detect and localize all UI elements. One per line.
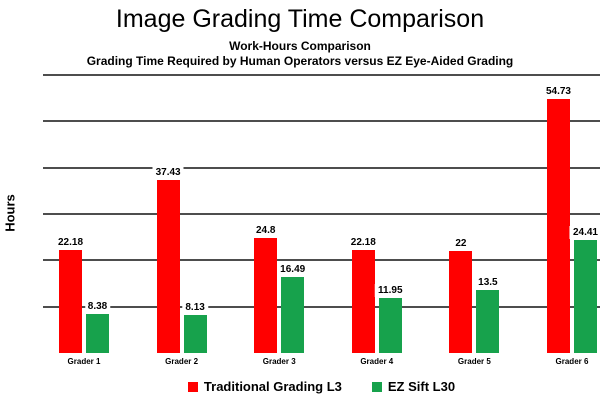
y-axis-label: Hours xyxy=(2,194,18,232)
value-label-ez-sift-l30-grader-4: 11.95 xyxy=(375,283,406,297)
gridline-50h xyxy=(43,120,600,123)
bar-traditional-grading-l3-grader-2: 37.43 xyxy=(152,165,184,353)
x-axis-label-grader-1: Grader 1 xyxy=(67,357,101,366)
bar-group-grader-3: 24.8 16.49 Grader 3 xyxy=(252,224,309,366)
value-label-traditional-grading-l3-grader-4: 22.18 xyxy=(347,236,379,250)
bar-ez-sift-l30-grader-3: 16.49 xyxy=(277,262,309,353)
x-axis-label-grader-6: Grader 6 xyxy=(555,357,589,366)
bar-traditional-grading-l3-grader-3: 24.8 xyxy=(252,224,279,353)
legend: Traditional Grading L3 EZ Sift L30 xyxy=(43,379,600,394)
bar-group-grader-4: 22.18 11.95 Grader 4 xyxy=(347,236,406,366)
value-label-ez-sift-l30-grader-3: 16.49 xyxy=(277,262,309,276)
legend-label-ezsift: EZ Sift L30 xyxy=(387,379,456,394)
value-label-traditional-grading-l3-grader-1: 22.18 xyxy=(54,236,87,250)
bar-ez-sift-l30-grader-1: 8.38 xyxy=(84,300,111,353)
legend-item-traditional: Traditional Grading L3 xyxy=(187,379,342,394)
x-axis-label-grader-4: Grader 4 xyxy=(360,357,394,366)
value-label-ez-sift-l30-grader-2: 8.13 xyxy=(182,301,208,315)
gridline-40h xyxy=(43,166,600,169)
bar-traditional-grading-l3-grader-5: 22 xyxy=(449,237,473,353)
bar-traditional-grading-l3-grader-4: 22.18 xyxy=(347,236,379,353)
value-label-traditional-grading-l3-grader-5: 22 xyxy=(452,237,470,251)
legend-label-traditional: Traditional Grading L3 xyxy=(203,379,342,394)
grid-layer xyxy=(43,74,600,353)
legend-swatch-green xyxy=(371,381,382,392)
bar-ez-sift-l30-grader-4: 11.95 xyxy=(375,283,406,353)
bar-group-grader-2: 37.43 8.13 Grader 2 xyxy=(152,165,208,366)
legend-swatch-red xyxy=(187,381,198,392)
chart-subtitle-2: Grading Time Required by Human Operators… xyxy=(86,54,514,68)
bar-traditional-grading-l3-grader-1: 22.18 xyxy=(54,236,87,353)
bar-ez-sift-l30-grader-2: 8.13 xyxy=(182,301,208,353)
gridline-10h xyxy=(43,305,600,308)
value-label-ez-sift-l30-grader-5: 13.5 xyxy=(475,276,501,290)
value-label-traditional-grading-l3-grader-2: 37.43 xyxy=(152,165,184,179)
gridline-60h xyxy=(43,74,600,76)
value-label-traditional-grading-l3-grader-3: 24.8 xyxy=(252,224,279,238)
bar-ez-sift-l30-grader-5: 13.5 xyxy=(475,276,501,353)
bar-traditional-grading-l3-grader-6: 54.73 xyxy=(542,85,574,353)
bars-row: 22.18 8.38 Grader 1 37.43 8.13 Grader 2 24.8 16… xyxy=(43,75,600,366)
bar-group-grader-1: 22.18 8.38 Grader 1 xyxy=(54,236,111,366)
x-axis-label-grader-5: Grader 5 xyxy=(457,357,491,366)
plot-area: 22.18 8.38 Grader 1 37.43 8.13 Grader 2 24.8 16… xyxy=(43,74,600,366)
chart-subtitle-1: Work-Hours Comparison xyxy=(229,39,371,53)
value-label-ez-sift-l30-grader-6: 24.41 xyxy=(569,225,600,239)
x-axis-label-grader-2: Grader 2 xyxy=(165,357,199,366)
value-label-traditional-grading-l3-grader-6: 54.73 xyxy=(542,85,574,99)
x-axis-label-grader-3: Grader 3 xyxy=(262,357,296,366)
bar-group-grader-5: 22 13.5 Grader 5 xyxy=(449,237,501,366)
gridline-20h xyxy=(43,259,600,262)
chart-title: Image Grading Time Comparison xyxy=(115,5,485,33)
value-label-ez-sift-l30-grader-1: 8.38 xyxy=(84,300,111,314)
legend-item-ezsift: EZ Sift L30 xyxy=(371,379,456,394)
gridline-30h xyxy=(43,213,600,215)
bar-group-grader-6: 54.73 24.41 Grader 6 xyxy=(542,85,600,366)
bar-ez-sift-l30-grader-6: 24.41 xyxy=(569,225,600,353)
